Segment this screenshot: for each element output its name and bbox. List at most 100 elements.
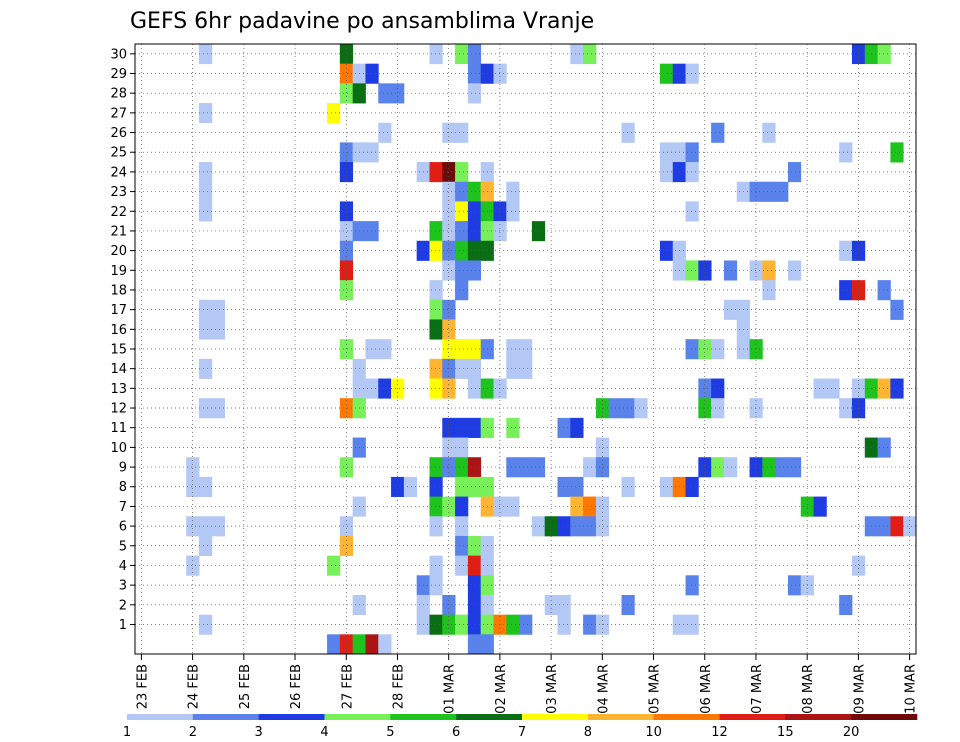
y-tick-label: 1: [119, 618, 127, 633]
heatmap-cell: [595, 437, 610, 458]
heatmap-cell: [211, 398, 226, 419]
y-tick-label: 17: [110, 303, 127, 318]
y-tick-label: 7: [119, 500, 127, 515]
y-tick-label: 16: [110, 323, 127, 338]
y-tick-label: 2: [119, 598, 127, 613]
legend-swatch: [127, 714, 194, 720]
x-tick-label: 01 MAR: [443, 664, 458, 714]
heatmap-cell: [403, 476, 418, 497]
heatmap-cell: [621, 594, 635, 616]
heatmap-cell: [455, 437, 469, 458]
heatmap-cell: [467, 614, 482, 635]
legend-label: 20: [843, 725, 860, 740]
heatmap-cell: [199, 358, 213, 379]
heatmap-cell: [557, 594, 571, 616]
legend-swatch: [456, 714, 523, 720]
chart-title: GEFS 6hr padavine po ansamblima Vranje: [130, 9, 594, 34]
heatmap-cell: [851, 555, 866, 576]
heatmap-cell: [391, 476, 405, 497]
heatmap-cell: [723, 299, 738, 320]
heatmap-cell: [506, 496, 520, 517]
y-tick-label: 5: [119, 539, 127, 554]
heatmap-cell: [442, 260, 456, 281]
heatmap-cell: [199, 614, 213, 635]
heatmap-cell: [467, 634, 482, 655]
heatmap-cell: [698, 260, 712, 281]
x-tick-label: 27 FEB: [340, 664, 355, 709]
heatmap-cell: [455, 555, 469, 576]
heatmap-cell: [455, 535, 469, 557]
y-tick-label: 28: [110, 87, 127, 102]
heatmap-cell: [429, 516, 443, 537]
heatmap-cell: [442, 457, 456, 478]
heatmap-cell: [493, 201, 507, 222]
heatmap-cell: [199, 201, 213, 222]
legend-label: 1: [123, 725, 131, 740]
heatmap-cell: [378, 378, 392, 399]
heatmap-cell: [659, 63, 674, 84]
heatmap-cell: [531, 221, 546, 242]
heatmap-cell: [365, 339, 379, 360]
legend-swatch: [851, 714, 918, 720]
heatmap-cell: [455, 181, 469, 202]
heatmap-cell: [455, 417, 469, 438]
heatmap-cell: [685, 614, 699, 635]
heatmap-cell: [442, 240, 456, 261]
heatmap-cell: [557, 516, 571, 537]
heatmap-cell: [519, 614, 533, 635]
heatmap-cell: [211, 299, 226, 320]
legend-label: 8: [584, 725, 592, 740]
heatmap-cell: [199, 516, 213, 537]
legend-swatch: [587, 714, 654, 720]
heatmap-cell: [211, 319, 226, 340]
heatmap-cell: [570, 476, 584, 497]
heatmap-cell: [595, 457, 610, 478]
y-tick-label: 9: [119, 461, 127, 476]
heatmap-cell: [442, 339, 456, 360]
heatmap-cell: [429, 162, 443, 183]
heatmap-cell: [711, 122, 725, 143]
heatmap-cell: [685, 476, 699, 497]
x-tick-label: 23 FEB: [135, 664, 150, 709]
heatmap-cell: [506, 457, 520, 478]
heatmap-cell: [442, 181, 456, 202]
heatmap-cell: [429, 240, 443, 261]
legend-label: 4: [320, 725, 328, 740]
heatmap-cell: [467, 476, 482, 497]
y-tick-label: 29: [110, 67, 127, 82]
heatmap-cell: [442, 299, 456, 320]
heatmap-cell: [199, 398, 213, 419]
heatmap-cell: [467, 457, 482, 478]
heatmap-cell: [839, 240, 853, 261]
heatmap-cell: [749, 339, 763, 360]
heatmap-cell: [762, 260, 776, 281]
colorbar-legend: 1 2 3 4 5 6 7 8 10 12 15 20: [123, 714, 918, 740]
heatmap-cell: [429, 358, 443, 379]
x-tick-label: 25 FEB: [238, 664, 253, 709]
heatmap-cell: [186, 476, 200, 497]
heatmap-cell: [583, 457, 597, 478]
heatmap-cell: [685, 162, 699, 183]
heatmap-cell: [493, 221, 507, 242]
heatmap-cell: [685, 260, 699, 281]
heatmap-cell: [775, 181, 789, 202]
heatmap-cell: [429, 496, 443, 517]
heatmap-cell: [519, 339, 533, 360]
heatmap-cell: [685, 201, 699, 222]
heatmap-cell: [442, 417, 456, 438]
legend-label: 6: [452, 725, 460, 740]
heatmap-cell: [339, 516, 354, 537]
x-tick-label: 03 MAR: [545, 664, 560, 714]
y-tick-label: 25: [110, 146, 127, 161]
x-tick-label: 09 MAR: [852, 664, 867, 714]
heatmap-cell: [762, 122, 776, 143]
heatmap-cell: [339, 535, 354, 557]
legend-label: 10: [645, 725, 662, 740]
heatmap-cell: [429, 299, 443, 320]
heatmap-cell: [467, 594, 482, 616]
heatmap-cell: [877, 280, 891, 301]
heatmap-cell: [442, 221, 456, 242]
heatmap-cell: [378, 83, 392, 104]
heatmap-cell: [839, 142, 853, 163]
heatmap-cell: [429, 476, 443, 497]
